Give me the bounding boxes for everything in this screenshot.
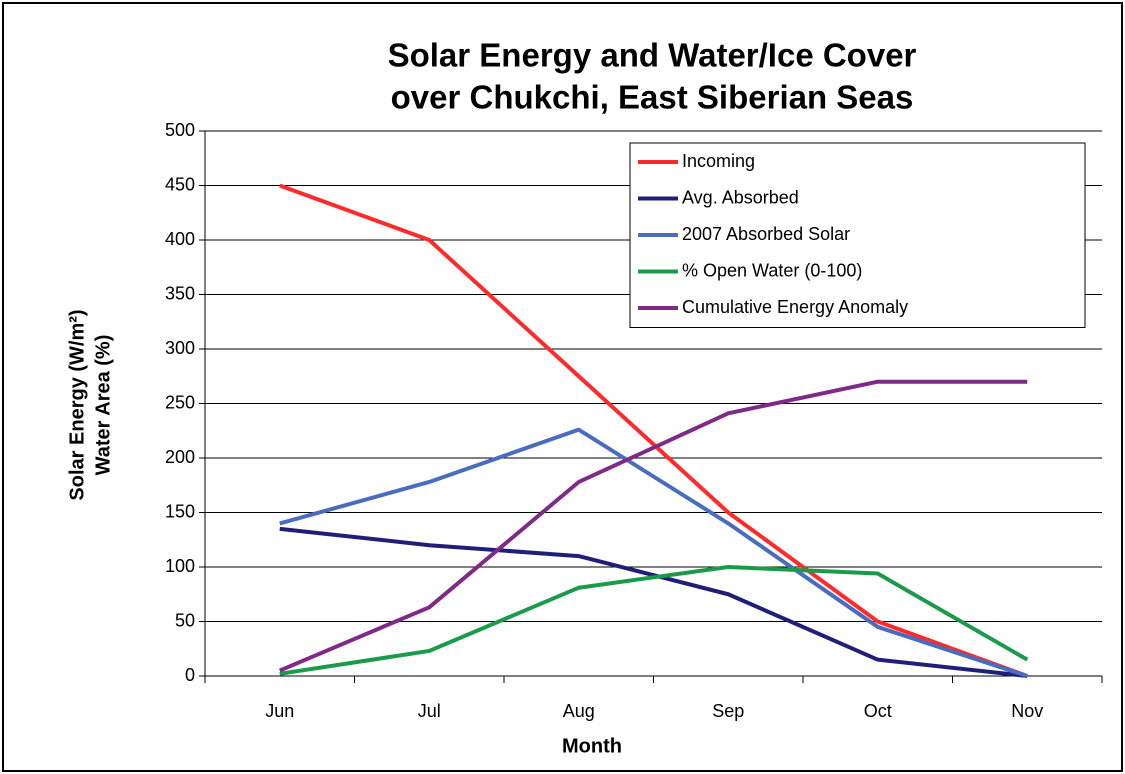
x-tick-label: Nov [1011,701,1043,721]
x-tick-label: Oct [864,701,892,721]
x-tick-label: Jun [265,701,294,721]
y-tick-label: 450 [165,174,195,194]
y-tick-label: 350 [165,283,195,303]
x-tick-label: Jul [418,701,441,721]
series-line [279,183,1028,678]
y-tick-label: 50 [175,610,195,630]
y-tick-label: 500 [165,120,195,140]
y-tick-label: 100 [165,556,195,576]
legend-label: Incoming [682,151,755,171]
y-tick-label: 300 [165,338,195,358]
y-axis-title: Solar Energy (W/m²) [66,309,88,500]
y-tick-label: 150 [165,501,195,521]
series-line [279,427,1028,678]
x-axis-title: Month [562,735,622,757]
chart-title: over Chukchi, East Siberian Seas [391,79,914,116]
legend-box [629,142,1086,328]
x-tick-label: Aug [563,701,595,721]
legend-label: 2007 Absorbed Solar [682,224,850,244]
y-tick-label: 200 [165,447,195,467]
legend-label: Cumulative Energy Anomaly [682,297,908,317]
x-tick-label: Sep [712,701,744,721]
legend-label: % Open Water (0-100) [682,260,862,280]
legend-label: Avg. Absorbed [682,187,799,207]
series-line [279,526,1028,678]
y-axis-title: Water Area (%) [92,335,114,476]
series-line [279,565,1029,676]
series-line [278,379,1028,673]
y-tick-label: 250 [165,392,195,412]
chart-title: Solar Energy and Water/Ice Cover [388,37,917,74]
y-tick-label: 400 [165,229,195,249]
y-tick-label: 0 [185,665,195,685]
